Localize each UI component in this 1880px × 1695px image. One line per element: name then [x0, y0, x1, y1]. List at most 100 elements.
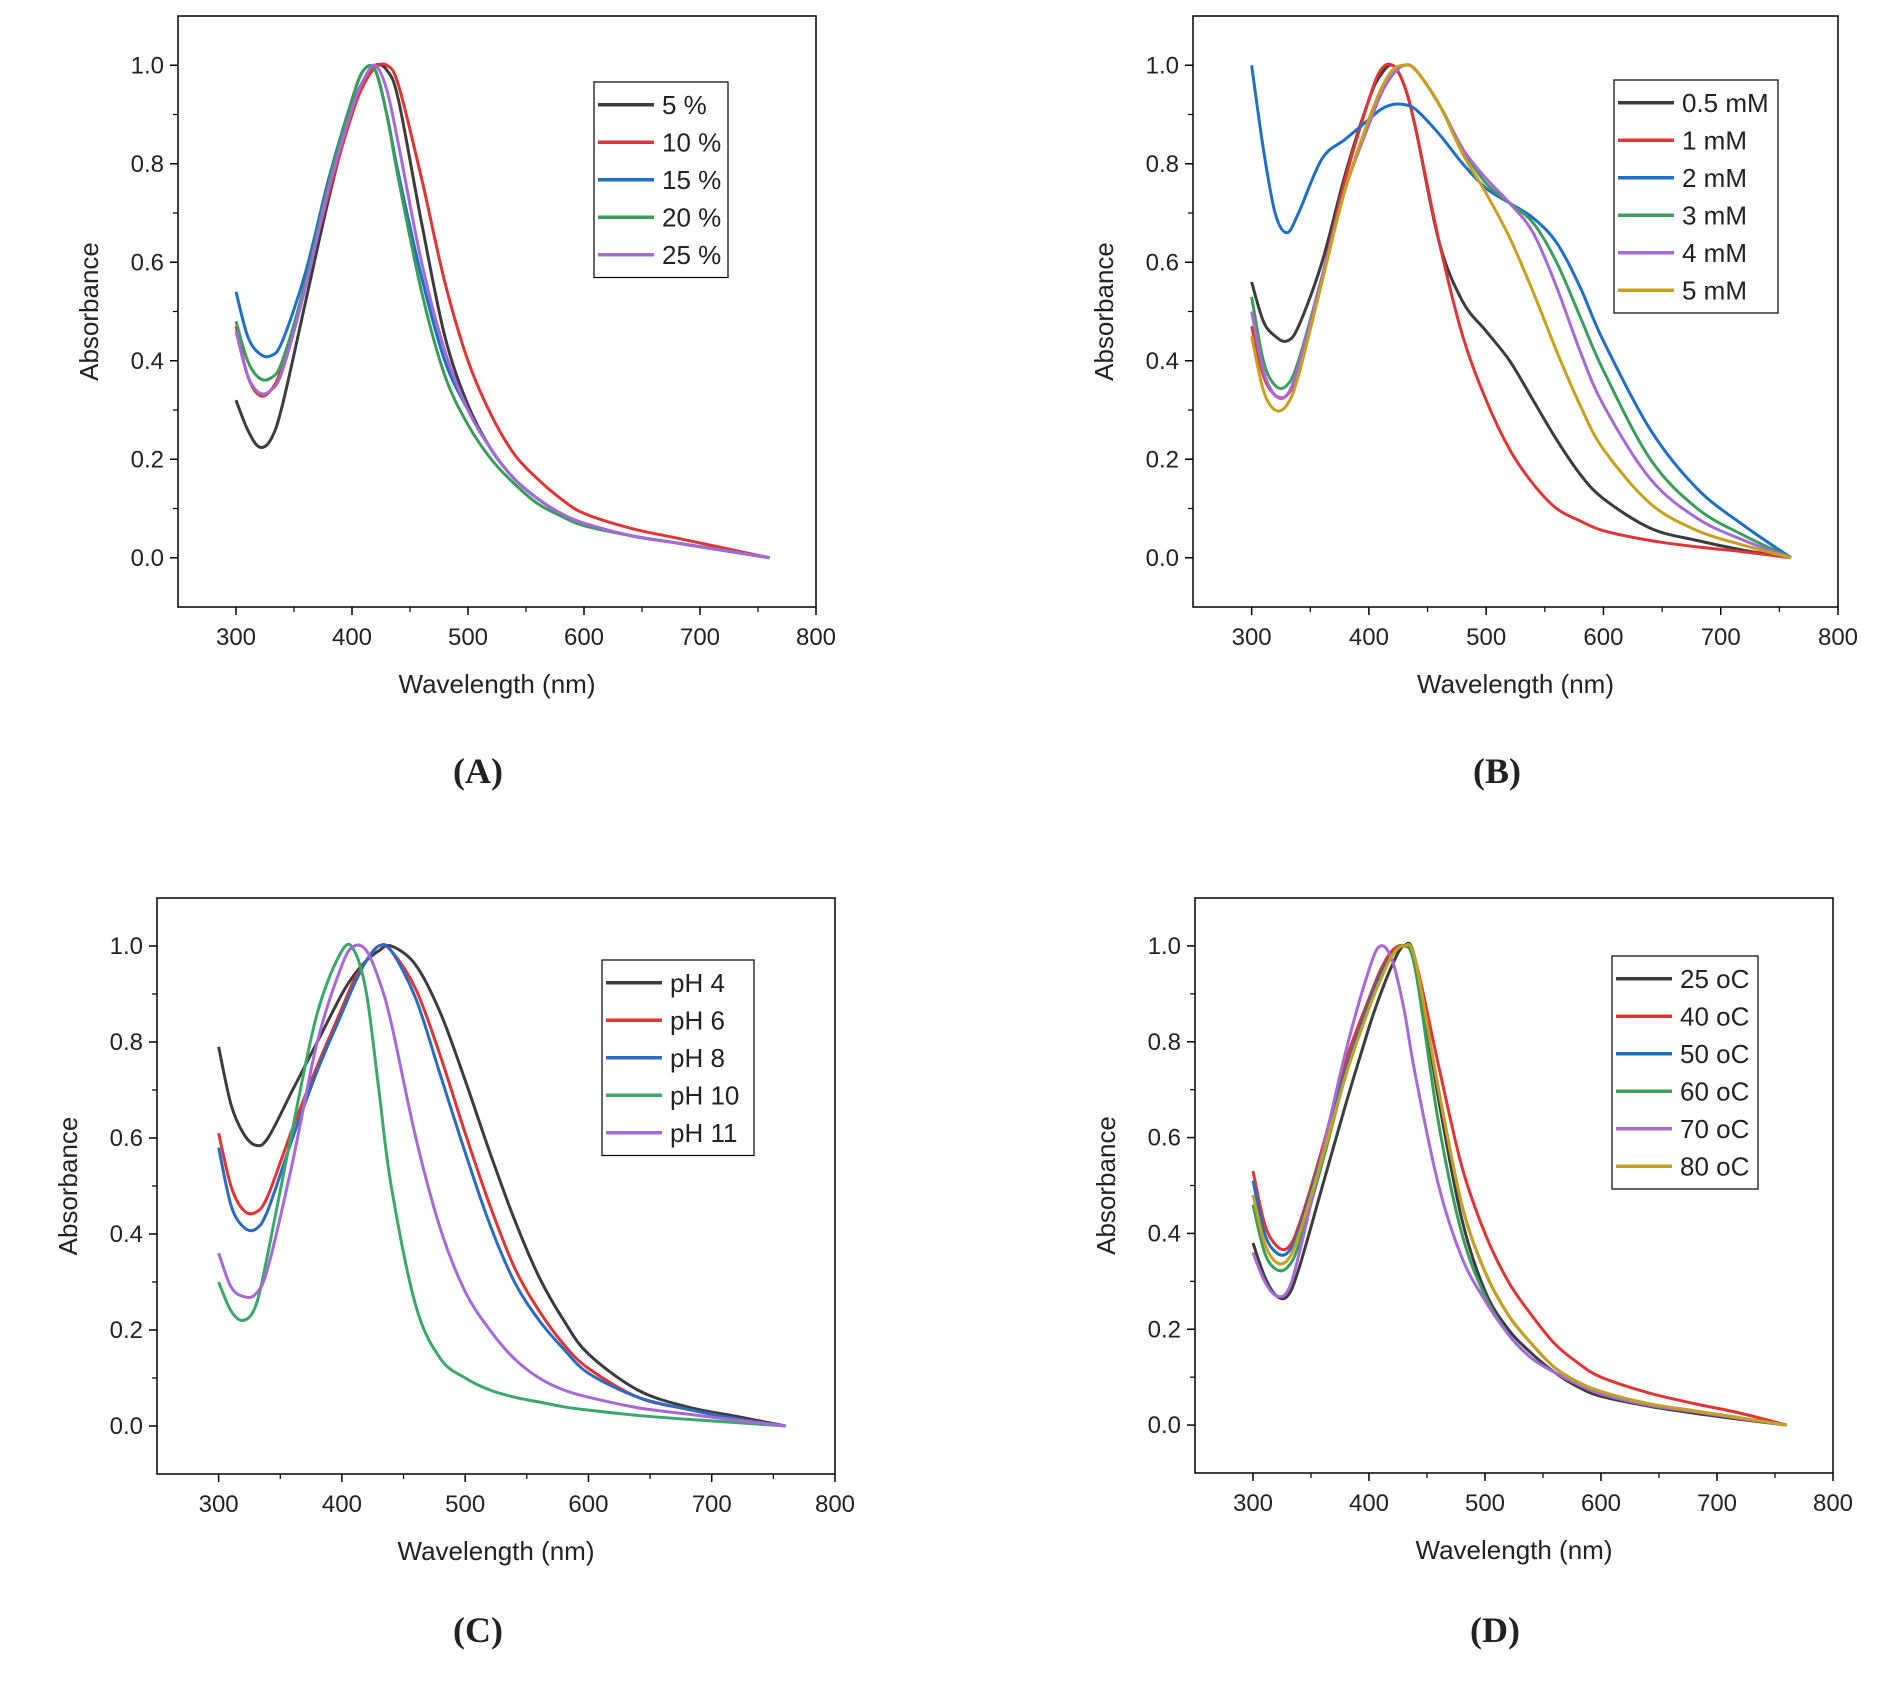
x-tick-label: 600 [568, 1491, 608, 1518]
x-tick-label: 800 [796, 624, 836, 651]
y-tick-label: 0.0 [131, 545, 164, 572]
series-line [234, 64, 770, 560]
x-tick-label: 700 [692, 1491, 732, 1518]
legend-label: 3 mM [1682, 200, 1747, 230]
legend-label: 5 mM [1682, 275, 1747, 305]
x-axis-title: Wavelength (nm) [1417, 669, 1614, 699]
x-tick-label: 500 [1466, 624, 1506, 651]
x-tick-label: 800 [1813, 1490, 1853, 1517]
legend-label: 50 oC [1680, 1039, 1749, 1069]
series-line [217, 943, 786, 1428]
legend-box [1611, 955, 1759, 1190]
panel: 300 400 500 600 700 800 0.0 0.2 0.4 0.6 0.8 1.0 Wave… [74, 15, 836, 791]
y-tick-label: 0.4 [1148, 1220, 1181, 1247]
legend-label: pH 8 [670, 1043, 725, 1073]
y-tick-label: 1.0 [1148, 933, 1181, 960]
x-tick-label: 400 [1349, 624, 1389, 651]
x-tick-label: 700 [1701, 624, 1741, 651]
panel: 300 400 500 600 700 800 0.0 0.2 0.4 0.6 0.8 1.0 Wave… [1091, 897, 1853, 1650]
legend-label: 60 oC [1680, 1076, 1749, 1106]
panel: 300 400 500 600 700 800 0.0 0.2 0.4 0.6 0.8 1.0 Wave… [53, 897, 855, 1650]
series-line [234, 63, 770, 560]
y-tick-label: 0.2 [1146, 446, 1179, 473]
legend-label: 1 mM [1682, 125, 1747, 155]
x-tick-label: 600 [1583, 624, 1623, 651]
panel: 300 400 500 600 700 800 0.0 0.2 0.4 0.6 0.8 1.0 Wave… [1089, 15, 1858, 791]
y-tick-label: 0.8 [1146, 151, 1179, 178]
y-tick-label: 0.6 [1148, 1125, 1181, 1152]
y-tick-label: 0.0 [1146, 545, 1179, 572]
panel-label: (B) [1473, 751, 1521, 791]
y-tick-label: 0.4 [110, 1221, 143, 1248]
y-tick-label: 0.6 [110, 1125, 143, 1152]
x-axis-title: Wavelength (nm) [1416, 1535, 1613, 1565]
x-tick-label: 400 [332, 624, 372, 651]
legend-label: 2 mM [1682, 163, 1747, 193]
y-tick-label: 0.6 [1146, 249, 1179, 276]
x-tick-label: 400 [1349, 1490, 1389, 1517]
legend-label: 25 % [662, 240, 721, 270]
legend-label: 0.5 mM [1682, 88, 1769, 118]
x-tick-label: 500 [448, 624, 488, 651]
y-tick-label: 0.2 [110, 1317, 143, 1344]
panel-label: (C) [453, 1610, 503, 1650]
x-tick-label: 300 [1232, 624, 1272, 651]
y-axis-title: Absorbance [74, 242, 104, 381]
legend-label: 15 % [662, 165, 721, 195]
x-tick-label: 500 [1465, 1490, 1505, 1517]
y-axis-title: Absorbance [1089, 242, 1119, 381]
y-tick-label: 0.8 [131, 151, 164, 178]
x-tick-label: 700 [680, 624, 720, 651]
y-tick-label: 0.4 [1146, 348, 1179, 375]
legend-label: 70 oC [1680, 1114, 1749, 1144]
legend-label: pH 6 [670, 1005, 725, 1035]
x-axis-title: Wavelength (nm) [399, 669, 596, 699]
y-tick-label: 0.6 [131, 249, 164, 276]
series-line [1251, 942, 1787, 1427]
series-line [234, 62, 770, 560]
x-tick-label: 300 [1233, 1490, 1273, 1517]
y-axis-title: Absorbance [53, 1117, 83, 1256]
x-tick-label: 800 [815, 1491, 855, 1518]
x-tick-label: 300 [199, 1491, 239, 1518]
y-axis-title: Absorbance [1091, 1116, 1121, 1255]
legend-label: 25 oC [1680, 964, 1749, 994]
x-tick-label: 700 [1697, 1490, 1737, 1517]
panel-label: (A) [453, 751, 503, 791]
legend-label: 40 oC [1680, 1001, 1749, 1031]
series-line [1251, 943, 1787, 1427]
series-line [1250, 65, 1792, 559]
x-tick-label: 500 [445, 1491, 485, 1518]
legend-label: 5 % [662, 90, 707, 120]
x-axis-title: Wavelength (nm) [398, 1536, 595, 1566]
x-tick-label: 400 [322, 1491, 362, 1518]
y-tick-label: 1.0 [1146, 52, 1179, 79]
y-tick-label: 0.0 [110, 1413, 143, 1440]
x-tick-label: 800 [1818, 624, 1858, 651]
y-tick-label: 1.0 [110, 933, 143, 960]
y-tick-label: 1.0 [131, 52, 164, 79]
series-line [217, 943, 786, 1428]
legend-label: 10 % [662, 127, 721, 157]
legend-label: 4 mM [1682, 238, 1747, 268]
series-line [217, 942, 786, 1428]
y-tick-label: 0.2 [1148, 1316, 1181, 1343]
panel-label: (D) [1470, 1610, 1520, 1650]
legend-label: pH 10 [670, 1080, 739, 1110]
y-tick-label: 0.4 [131, 348, 164, 375]
y-tick-label: 0.8 [1148, 1029, 1181, 1056]
series-line [217, 943, 786, 1428]
legend-label: pH 4 [670, 968, 725, 998]
y-tick-label: 0.2 [131, 446, 164, 473]
series-line [1251, 944, 1787, 1427]
legend-label: pH 11 [670, 1118, 737, 1148]
series-line [217, 942, 786, 1428]
series-line [1250, 63, 1792, 560]
y-tick-label: 0.0 [1148, 1412, 1181, 1439]
x-tick-label: 600 [564, 624, 604, 651]
x-tick-label: 300 [216, 624, 256, 651]
legend-label: 20 % [662, 202, 721, 232]
legend-box [1613, 79, 1779, 314]
y-tick-label: 0.8 [110, 1029, 143, 1056]
